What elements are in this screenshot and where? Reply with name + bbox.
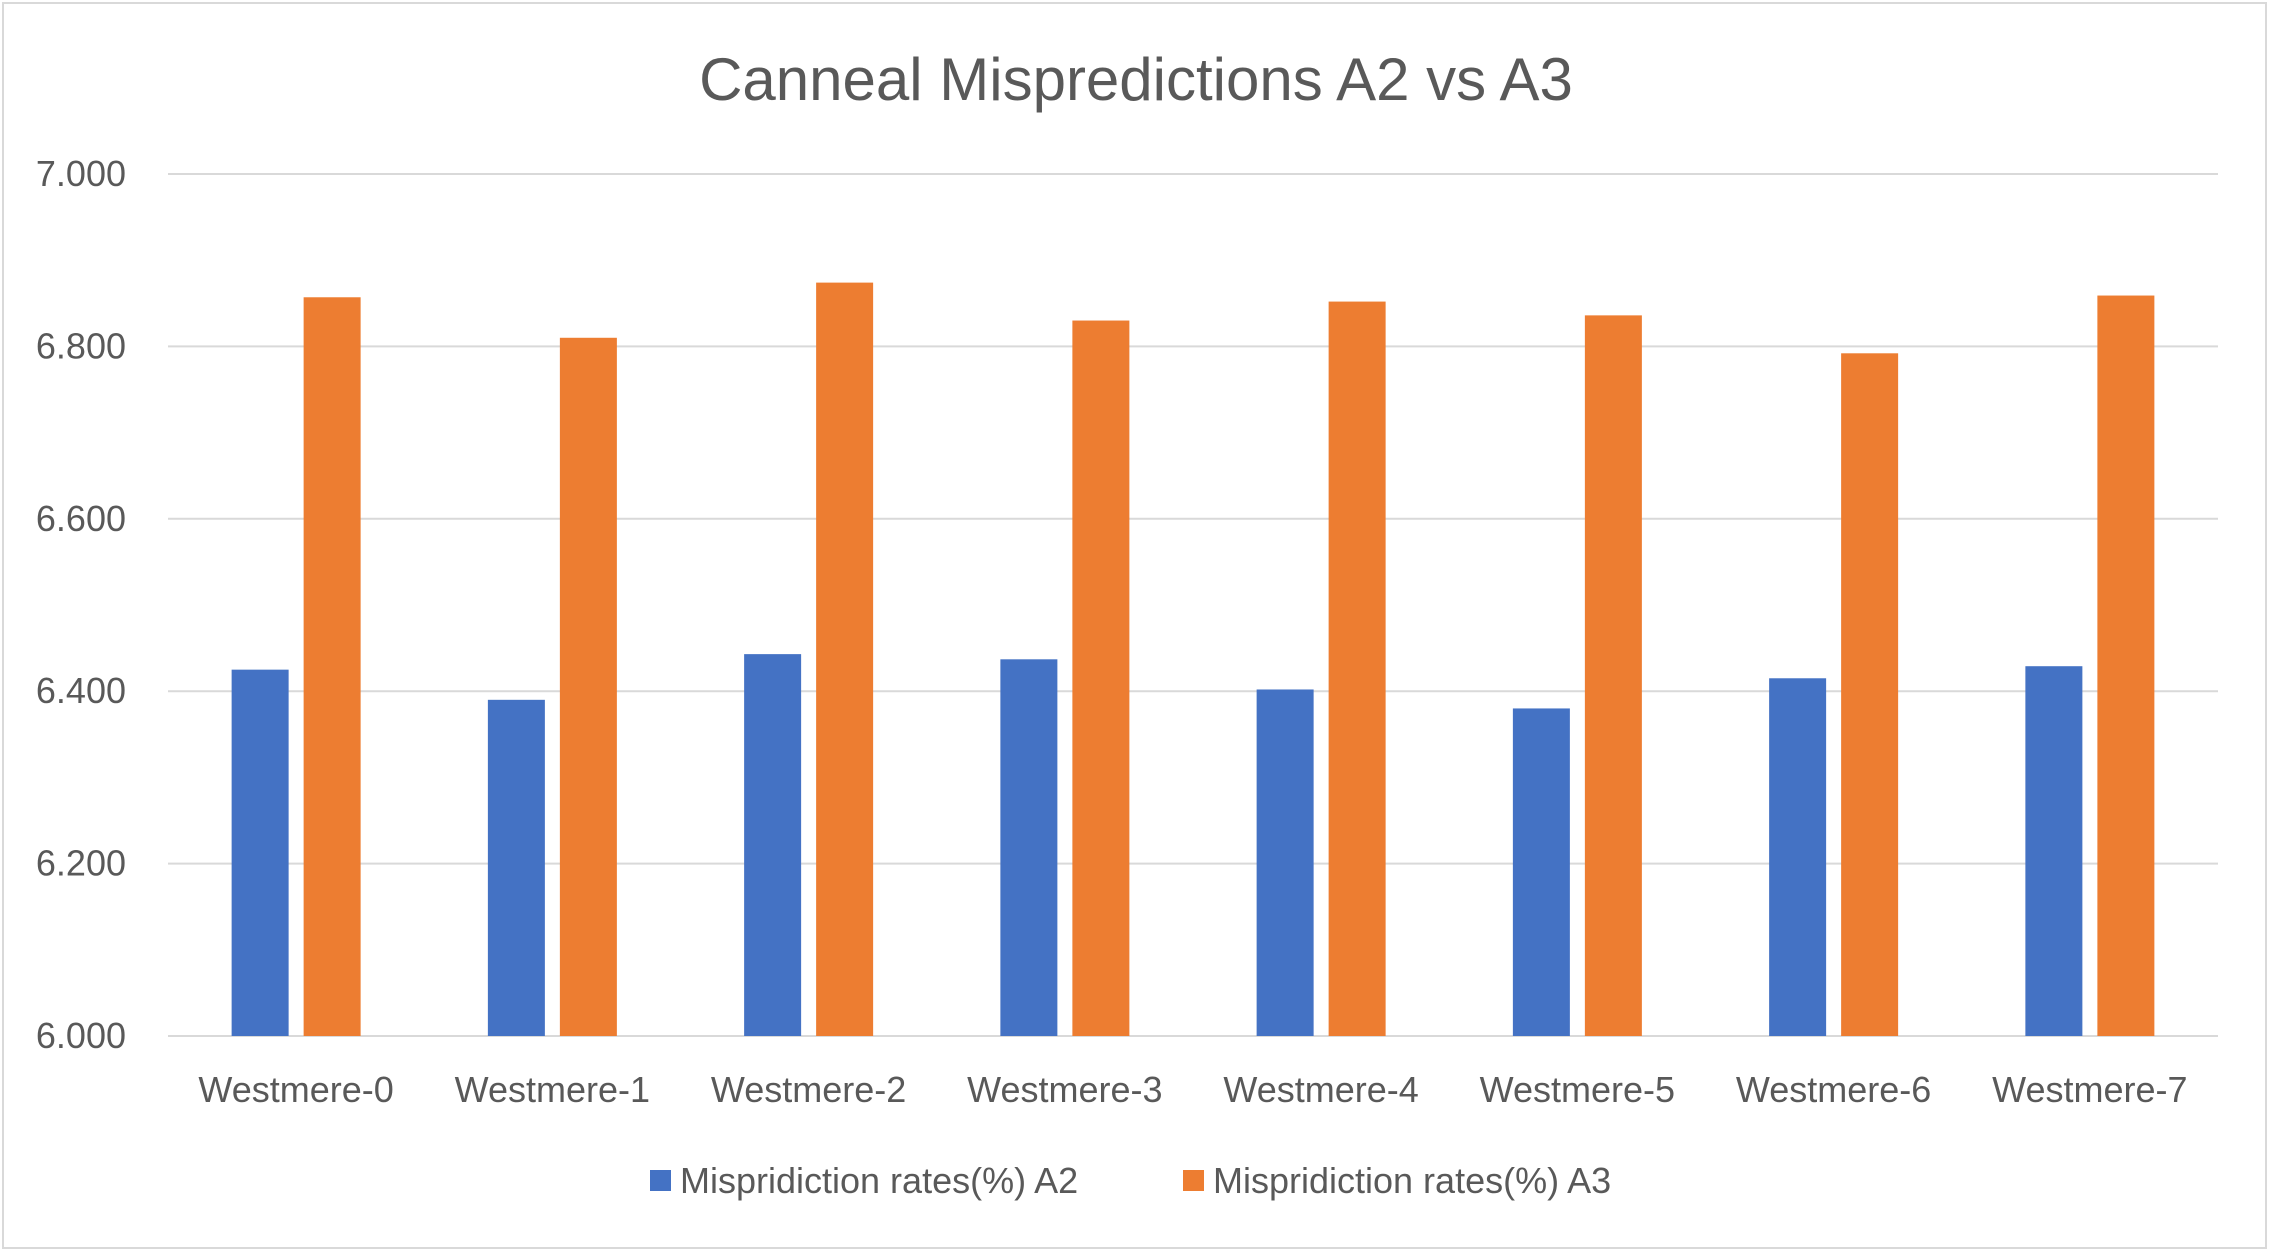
x-tick-label: Westmere-2: [711, 1069, 906, 1110]
x-tick-label: Westmere-4: [1223, 1069, 1418, 1110]
bar-a3-westmere-1: [559, 337, 617, 1036]
bar-a2-westmere-5: [1512, 708, 1570, 1036]
bars: [231, 282, 2155, 1036]
y-axis-ticks: 6.000 6.200 6.400 6.600 6.800 7.000: [36, 153, 126, 1056]
bar-a2-westmere-6: [1769, 678, 1827, 1036]
bar-a3-westmere-4: [1328, 301, 1386, 1036]
x-tick-label: Westmere-6: [1736, 1069, 1931, 1110]
bar-a2-westmere-3: [1000, 659, 1058, 1036]
bar-a2-westmere-4: [1256, 689, 1314, 1036]
bar-a3-westmere-3: [1072, 320, 1130, 1036]
x-axis-ticks: Westmere-0 Westmere-1 Westmere-2 Westmere-3…: [198, 1069, 2187, 1110]
bar-a2-westmere-7: [2025, 666, 2083, 1036]
gridlines: [168, 173, 2218, 1037]
bar-a3-westmere-2: [816, 282, 874, 1036]
bar-a2-westmere-1: [487, 699, 545, 1036]
bar-a3-westmere-0: [303, 297, 361, 1036]
y-tick-label: 7.000: [36, 153, 126, 194]
y-tick-label: 6.400: [36, 670, 126, 711]
y-tick-label: 6.600: [36, 498, 126, 539]
bar-a2-westmere-0: [231, 669, 289, 1036]
legend-label-a2: Mispridiction rates(%) A2: [680, 1160, 1078, 1201]
chart-title: Canneal Mispredictions A2 vs A3: [699, 46, 1573, 113]
bar-a2-westmere-2: [744, 654, 802, 1036]
y-tick-label: 6.200: [36, 843, 126, 884]
x-tick-label: Westmere-3: [967, 1069, 1162, 1110]
bar-a3-westmere-6: [1841, 353, 1899, 1036]
legend-swatch-a2: [650, 1170, 671, 1191]
legend-swatch-a3: [1183, 1170, 1204, 1191]
x-tick-label: Westmere-0: [198, 1069, 393, 1110]
bar-a3-westmere-5: [1584, 315, 1642, 1036]
legend-label-a3: Mispridiction rates(%) A3: [1213, 1160, 1611, 1201]
x-tick-label: Westmere-1: [455, 1069, 650, 1110]
x-tick-label: Westmere-5: [1480, 1069, 1675, 1110]
y-tick-label: 6.000: [36, 1015, 126, 1056]
y-tick-label: 6.800: [36, 325, 126, 366]
bar-a3-westmere-7: [2097, 295, 2155, 1036]
x-tick-label: Westmere-7: [1992, 1069, 2187, 1110]
legend: Mispridiction rates(%) A2 Mispridiction r…: [650, 1160, 1611, 1201]
